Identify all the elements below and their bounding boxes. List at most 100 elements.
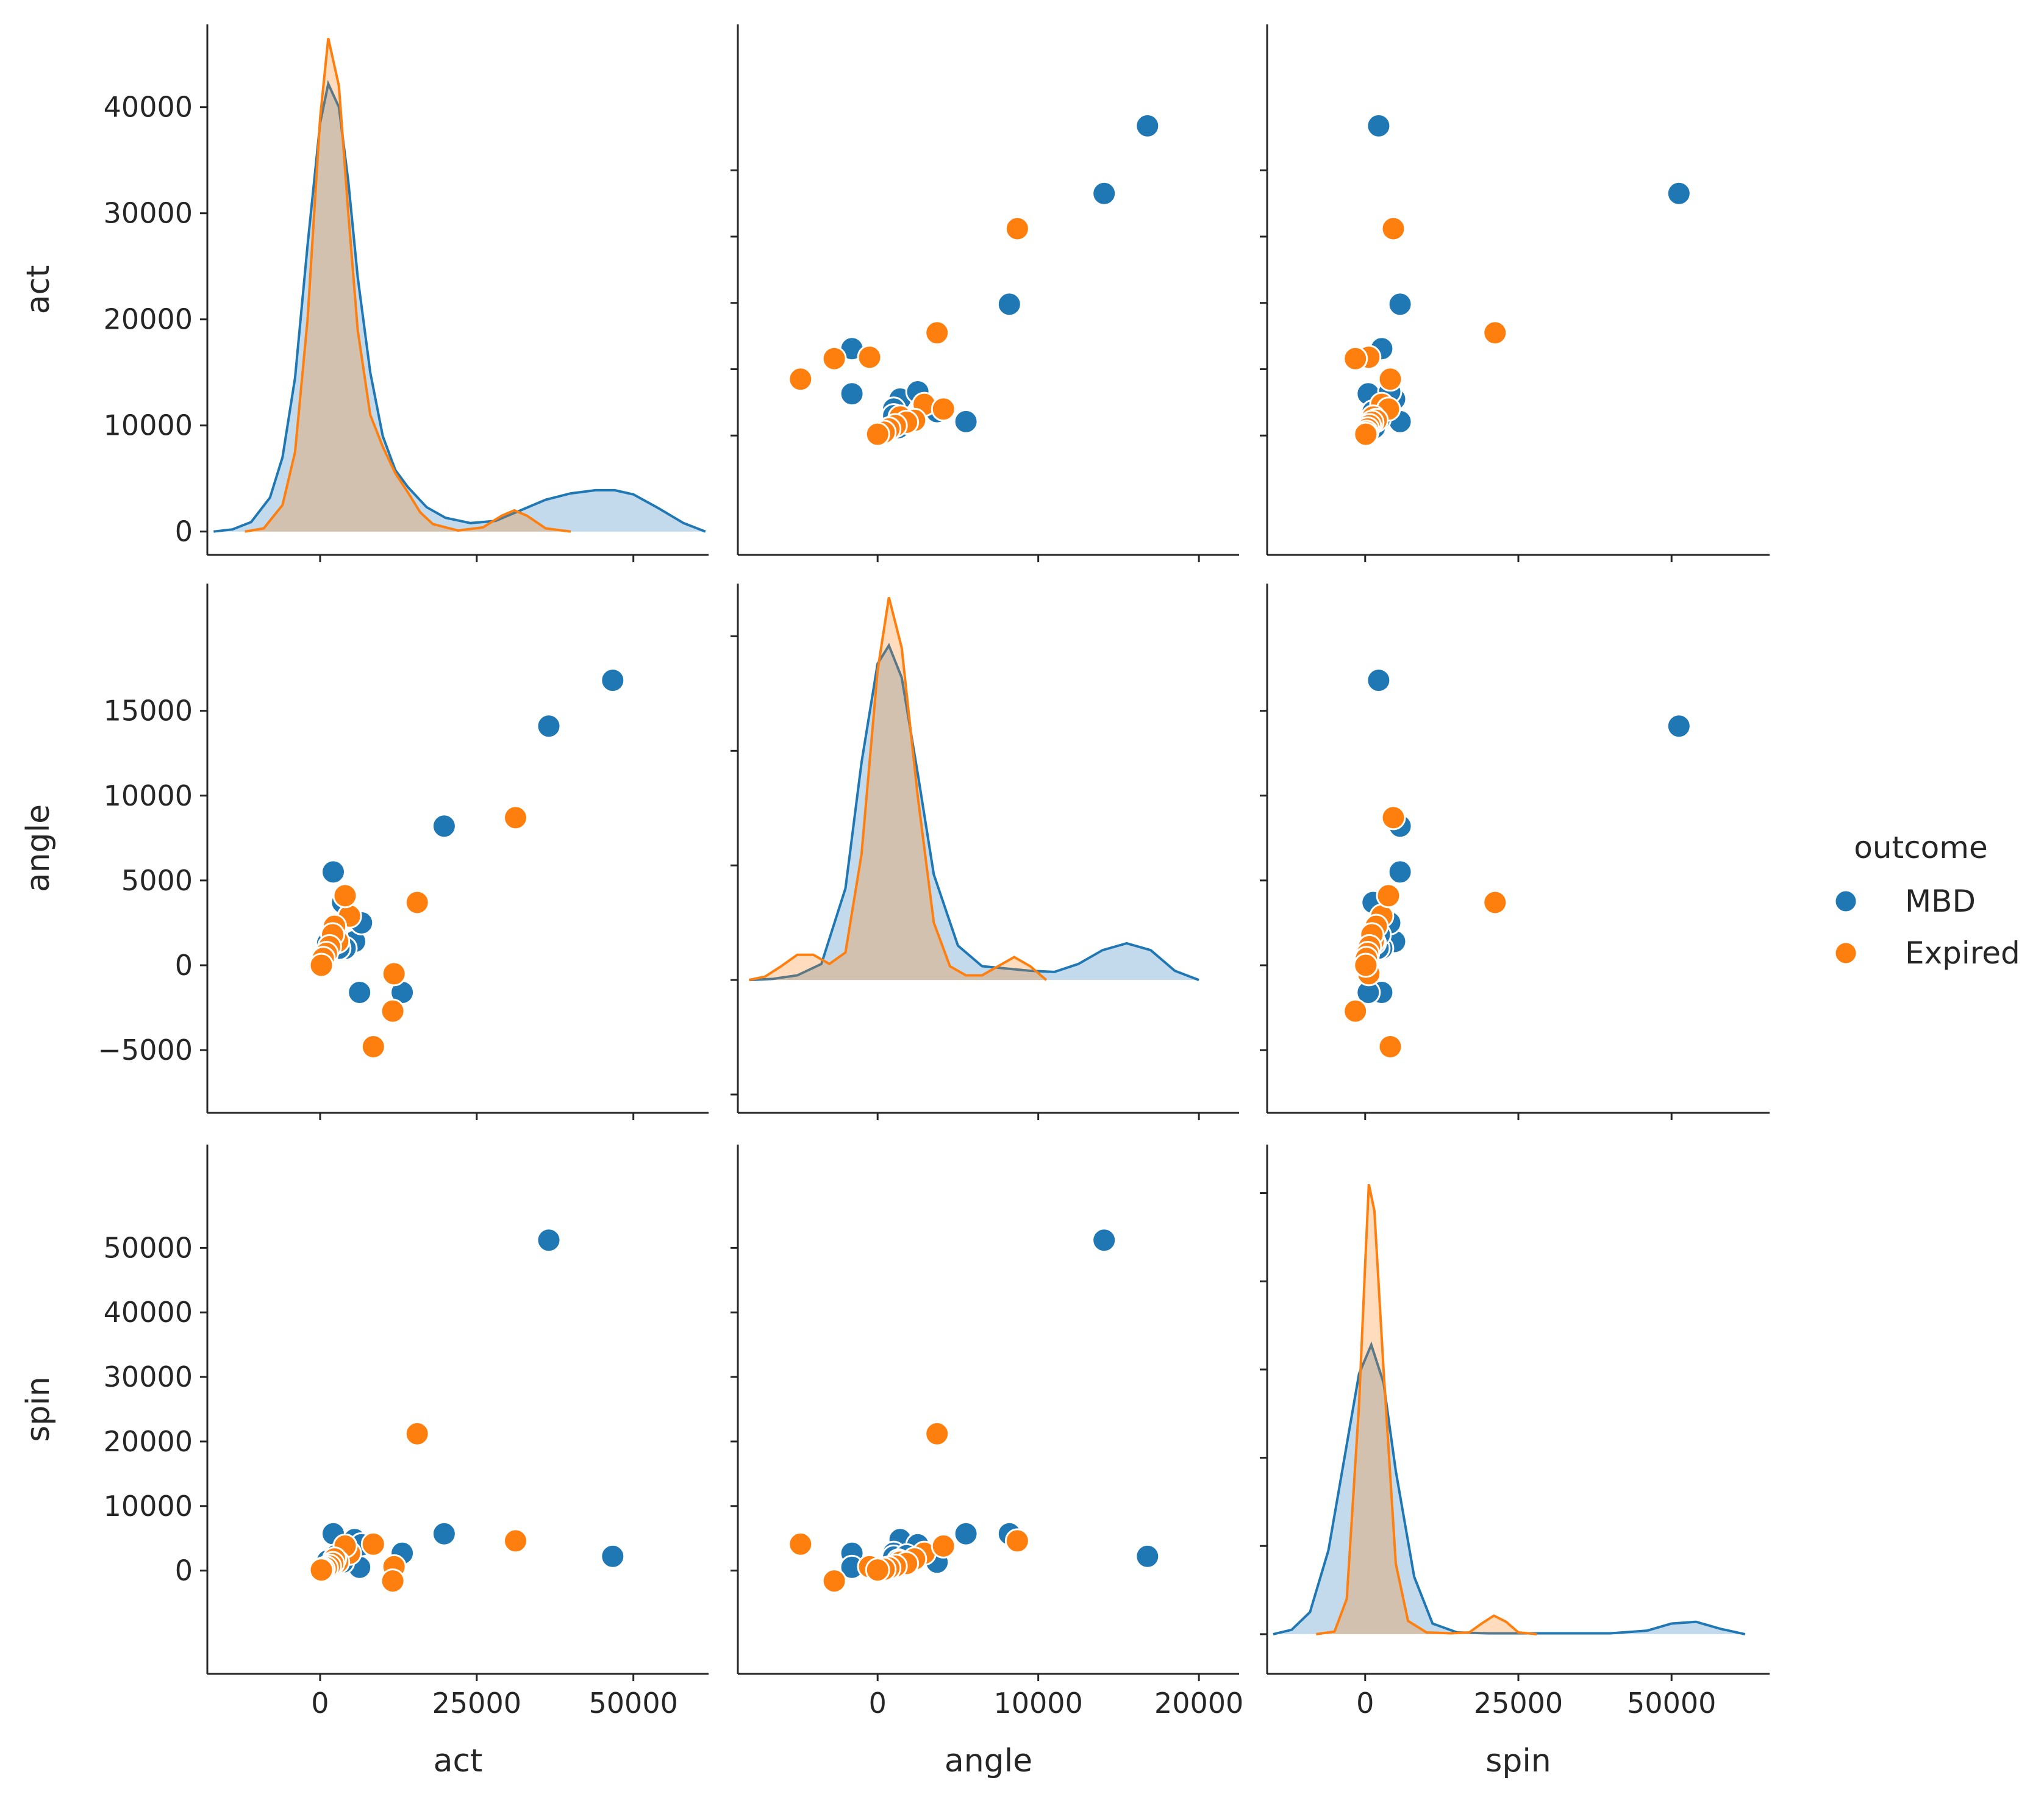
point-expired-angle-vs-spin <box>1381 805 1406 831</box>
point-mbd-act-vs-angle <box>953 409 979 434</box>
point-expired-angle-vs-spin <box>1378 1034 1403 1059</box>
point-expired-angle-vs-act <box>332 883 358 909</box>
kde-fill-expired-spin <box>1316 1184 1537 1634</box>
y-tick-label: 15000 <box>104 695 193 727</box>
panel-angle-vs-spin <box>1260 584 1770 1120</box>
point-expired-act-vs-angle <box>865 421 890 447</box>
point-mbd-angle-vs-spin <box>1366 668 1392 693</box>
point-expired-angle-vs-spin <box>1376 883 1401 909</box>
legend-label-expired: Expired <box>1905 935 2020 971</box>
x-tick-label: 0 <box>311 1687 329 1720</box>
kde-line-expired-act <box>245 38 571 533</box>
kde-line-mbd-act <box>213 80 706 533</box>
y-tick-label: 20000 <box>104 303 193 336</box>
x-tick-label: 25000 <box>1474 1687 1563 1720</box>
y-tick-label: 0 <box>175 1554 193 1587</box>
point-expired-angle-vs-spin <box>1343 998 1368 1024</box>
x-tick-label: 25000 <box>432 1687 521 1720</box>
point-mbd-angle-vs-act <box>321 859 346 885</box>
kde-line-mbd-spin <box>1273 1341 1746 1635</box>
point-expired-spin-vs-angle <box>931 1533 956 1559</box>
y-tick-label: 40000 <box>104 1296 193 1329</box>
point-mbd-angle-vs-spin <box>1387 859 1413 885</box>
y-tick-label: 50000 <box>104 1231 193 1264</box>
panel-angle-vs-angle <box>731 584 1239 1120</box>
point-expired-angle-vs-act <box>503 805 528 831</box>
point-expired-angle-vs-spin <box>1482 890 1508 915</box>
kde-line-expired-spin <box>1316 1184 1537 1635</box>
y-tick-label: 5000 <box>121 864 193 897</box>
point-expired-act-vs-spin <box>1378 366 1403 392</box>
y-tick-label: 10000 <box>104 779 193 812</box>
point-expired-act-vs-spin <box>1343 346 1368 371</box>
point-expired-spin-vs-angle <box>865 1557 890 1583</box>
point-mbd-act-vs-spin <box>1366 113 1392 138</box>
y-tick-label: 20000 <box>104 1425 193 1458</box>
point-expired-spin-vs-act <box>404 1421 430 1446</box>
kde-fill-mbd-act <box>213 84 706 532</box>
panel-grid: 0 10000 20000 30000 40000 act −5000 0 5000 10000 1… <box>20 24 1770 1779</box>
x-tick-label: 10000 <box>994 1687 1083 1720</box>
kde-line-expired-angle <box>748 597 1048 982</box>
panel-spin-vs-act: 0 10000 20000 30000 40000 50000 0 25000 50000 act… <box>20 1145 709 1779</box>
point-expired-act-vs-angle <box>931 396 956 422</box>
point-mbd-act-vs-spin <box>1387 291 1413 317</box>
y-tick-label: 0 <box>175 515 193 548</box>
point-mbd-act-vs-angle <box>996 291 1022 317</box>
point-expired-angle-vs-act <box>380 998 406 1024</box>
y-tick-label: 10000 <box>104 1490 193 1523</box>
kde-fill-expired-act <box>245 38 571 532</box>
panel-spin-vs-spin: 0 25000 50000 spin <box>1260 1145 1770 1779</box>
point-mbd-spin-vs-angle <box>1092 1228 1117 1253</box>
panel-act-vs-act: 0 10000 20000 30000 40000 act <box>20 24 709 562</box>
legend-marker-expired <box>1834 941 1858 965</box>
point-mbd-spin-vs-angle <box>953 1521 979 1546</box>
point-mbd-act-vs-angle <box>1135 113 1160 138</box>
point-expired-act-vs-angle <box>924 320 950 346</box>
x-tick-label: 0 <box>869 1687 887 1720</box>
x-axis-label-angle: angle <box>945 1743 1032 1779</box>
point-mbd-angle-vs-act <box>347 980 373 1005</box>
y-tick-label: 30000 <box>104 197 193 230</box>
point-expired-spin-vs-act <box>309 1557 334 1583</box>
point-expired-angle-vs-act <box>404 890 430 915</box>
kde-fill-mbd-spin <box>1273 1345 1745 1634</box>
point-expired-angle-vs-act <box>381 961 407 987</box>
point-expired-act-vs-spin <box>1482 320 1508 346</box>
panel-spin-vs-angle: 0 10000 20000 angle <box>731 1145 1243 1779</box>
legend-marker-mbd <box>1834 889 1858 913</box>
legend-title: outcome <box>1854 830 1987 865</box>
x-axis-label-act: act <box>434 1743 483 1779</box>
point-expired-spin-vs-act <box>360 1531 386 1557</box>
point-expired-spin-vs-angle <box>788 1531 813 1557</box>
point-mbd-spin-vs-act <box>600 1543 626 1569</box>
point-mbd-act-vs-angle <box>1092 180 1117 206</box>
point-mbd-spin-vs-act <box>536 1228 562 1253</box>
point-mbd-angle-vs-act <box>600 668 626 693</box>
x-tick-label: 50000 <box>589 1687 678 1720</box>
x-tick-label: 0 <box>1356 1687 1374 1720</box>
point-mbd-angle-vs-spin <box>1666 713 1692 739</box>
y-axis-label-act: act <box>20 265 57 315</box>
kde-line-mbd-angle <box>749 643 1199 982</box>
point-mbd-angle-vs-act <box>431 813 457 839</box>
x-tick-label: 50000 <box>1627 1687 1716 1720</box>
point-expired-angle-vs-spin <box>1353 952 1379 978</box>
point-expired-act-vs-angle <box>1004 216 1030 241</box>
legend: outcome MBD Expired <box>1834 830 2020 971</box>
point-expired-spin-vs-angle <box>821 1568 847 1594</box>
y-tick-label: 0 <box>175 949 193 982</box>
y-tick-label: −5000 <box>98 1034 193 1067</box>
y-axis-label-spin: spin <box>20 1376 57 1442</box>
point-mbd-spin-vs-act <box>431 1521 457 1546</box>
x-axis-label-spin: spin <box>1485 1743 1551 1779</box>
point-expired-spin-vs-angle <box>924 1421 950 1446</box>
point-mbd-spin-vs-angle <box>1135 1543 1160 1569</box>
kde-fill-expired-angle <box>749 597 1046 981</box>
point-expired-act-vs-angle <box>821 346 847 371</box>
panel-angle-vs-act: −5000 0 5000 10000 15000 angle <box>20 584 709 1120</box>
kde-fill-mbd-angle <box>749 645 1199 981</box>
point-expired-act-vs-angle <box>857 345 882 370</box>
point-mbd-angle-vs-act <box>536 713 562 739</box>
x-tick-label: 20000 <box>1154 1687 1243 1720</box>
